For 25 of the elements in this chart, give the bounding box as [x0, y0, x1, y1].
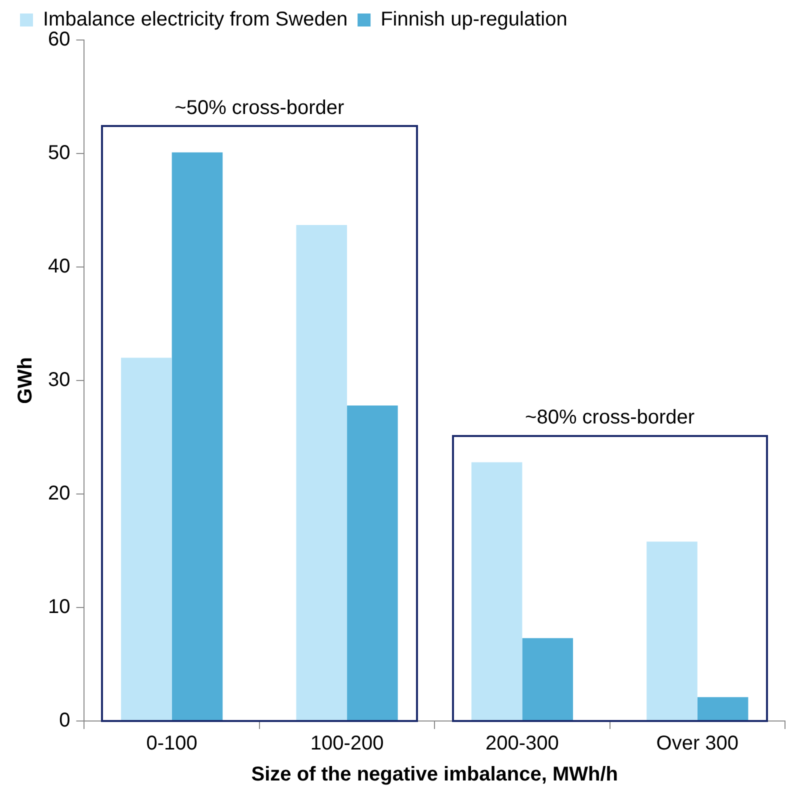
bar	[522, 638, 574, 720]
annotation: ~80% cross-border	[525, 406, 695, 429]
x-tick-label: 0-100	[146, 732, 198, 755]
y-tick-label: 50	[48, 142, 70, 164]
bar	[646, 542, 698, 720]
x-tick-label: 100-200	[310, 732, 384, 755]
bar	[347, 405, 398, 720]
bar	[296, 225, 348, 720]
x-tick-label: Over 300	[656, 732, 739, 755]
bar	[121, 358, 172, 720]
y-tick-label: 20	[48, 482, 70, 505]
bar	[471, 462, 522, 720]
y-tick-label: 0	[59, 710, 70, 732]
y-axis-title: GWh	[14, 357, 37, 404]
bar	[697, 697, 748, 720]
legend-label: Finnish up-regulation	[380, 8, 568, 31]
y-tick-label: 10	[48, 596, 70, 618]
y-tick-label: 60	[48, 28, 70, 51]
x-axis-title: Size of the negative imbalance, MWh/h	[251, 764, 618, 786]
y-tick-label: 40	[48, 256, 70, 278]
annotation: ~50% cross-border	[174, 96, 345, 119]
bar	[172, 152, 223, 720]
y-tick-label: 30	[48, 369, 70, 392]
x-tick-label: 200-300	[486, 732, 559, 755]
legend-label: Imbalance electricity from Sweden	[43, 8, 348, 31]
